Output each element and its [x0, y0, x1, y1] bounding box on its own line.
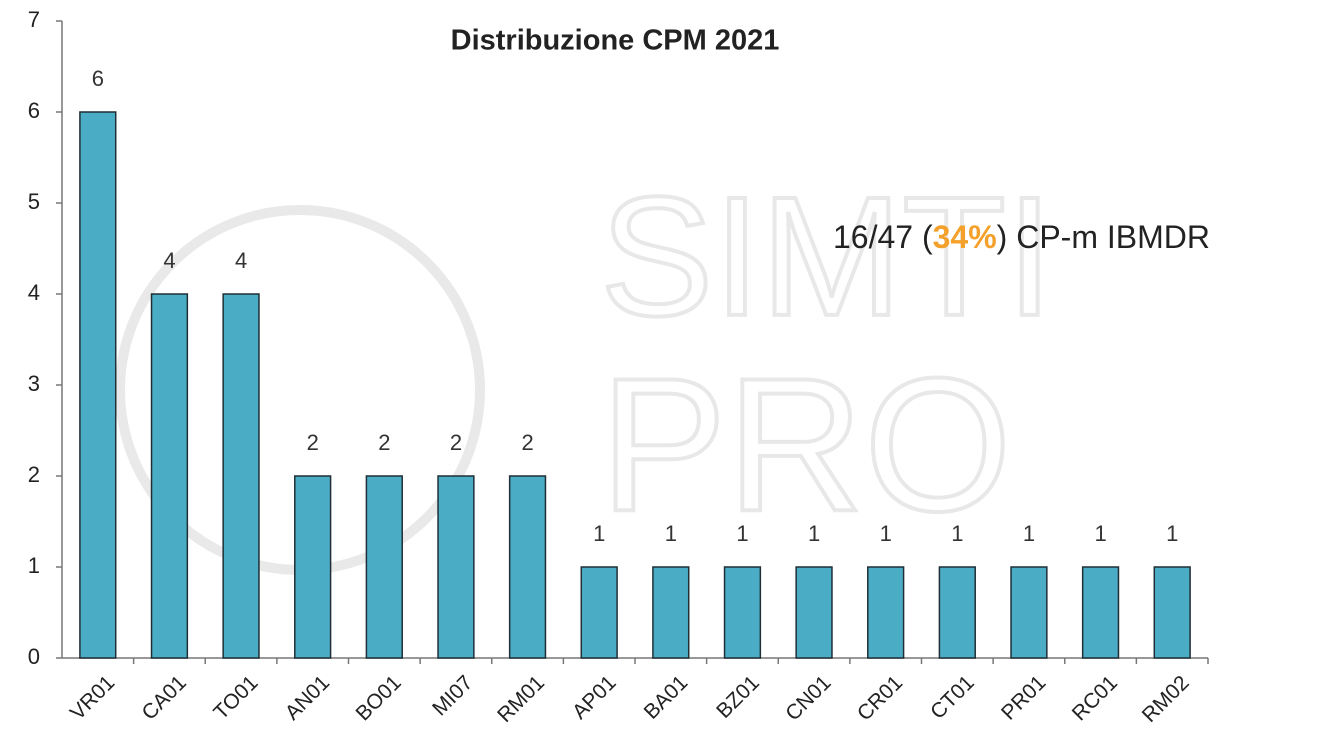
bar [222, 293, 260, 659]
value-label: 1 [665, 521, 677, 546]
x-tick-label: CR01 [853, 671, 907, 725]
bar [723, 566, 762, 659]
watermark: SIMTI PRO [115, 160, 1055, 575]
chart-title: Distribuzione CPM 2021 [451, 25, 780, 57]
value-label: 4 [235, 248, 247, 273]
x-tick-label: TO01 [209, 671, 262, 724]
x-tick-label: RM01 [493, 671, 549, 727]
y-tick-label: 5 [28, 189, 40, 214]
x-tick-label: MI07 [428, 671, 477, 720]
annotation-highlight: 34% [933, 219, 997, 255]
bar [652, 566, 690, 659]
value-label: 1 [808, 521, 820, 546]
value-label: 1 [736, 521, 748, 546]
value-label: 1 [951, 521, 963, 546]
bar [1081, 566, 1120, 659]
x-tick-label: AP01 [568, 671, 621, 724]
x-tick-label: BZ01 [712, 671, 764, 723]
y-tick-label: 3 [28, 371, 40, 396]
annotation-text: 16/47 ( [833, 219, 933, 255]
bar [150, 293, 189, 659]
annotation-text: ) CP-m IBMDR [997, 219, 1210, 255]
value-label: 1 [1023, 521, 1035, 546]
bar [580, 566, 618, 659]
bar [1153, 566, 1191, 659]
x-tick-label: CA01 [137, 671, 190, 724]
annotation: 16/47 (34%) CP-m IBMDR [833, 219, 1210, 255]
value-label: 1 [1094, 521, 1106, 546]
value-label: 1 [593, 521, 605, 546]
bar [79, 111, 117, 659]
y-tick-label: 1 [28, 553, 40, 578]
x-tick-label: PR01 [997, 671, 1050, 724]
bar [1010, 566, 1048, 659]
value-label: 2 [450, 430, 462, 455]
y-tick-label: 4 [28, 280, 40, 305]
x-tick-label: CT01 [926, 671, 979, 724]
bar [938, 566, 976, 659]
y-tick-label: 2 [28, 462, 40, 487]
watermark-text: PRO [600, 339, 1012, 551]
bar [867, 566, 905, 659]
x-tick-label: RM02 [1138, 671, 1194, 727]
bar [795, 566, 833, 659]
bar [508, 475, 547, 659]
y-tick-label: 6 [28, 98, 40, 123]
value-label: 2 [521, 430, 533, 455]
value-label: 6 [92, 66, 104, 91]
value-label: 2 [307, 430, 319, 455]
value-label: 4 [163, 248, 175, 273]
bar [294, 475, 332, 659]
x-tick-label: VR01 [66, 671, 119, 724]
value-label: 1 [880, 521, 892, 546]
x-tick-label: CN01 [781, 671, 835, 725]
bar [365, 475, 403, 659]
y-tick-label: 7 [28, 7, 40, 32]
y-tick-label: 0 [28, 644, 40, 669]
watermark-text: SIMTI [600, 162, 1053, 352]
value-label: 1 [1166, 521, 1178, 546]
x-tick-label: BA01 [640, 671, 693, 724]
x-tick-label: AN01 [281, 671, 334, 724]
x-tick-label: BO01 [352, 671, 406, 725]
bar [437, 475, 475, 659]
x-tick-label: RC01 [1068, 671, 1122, 725]
value-label: 2 [378, 430, 390, 455]
